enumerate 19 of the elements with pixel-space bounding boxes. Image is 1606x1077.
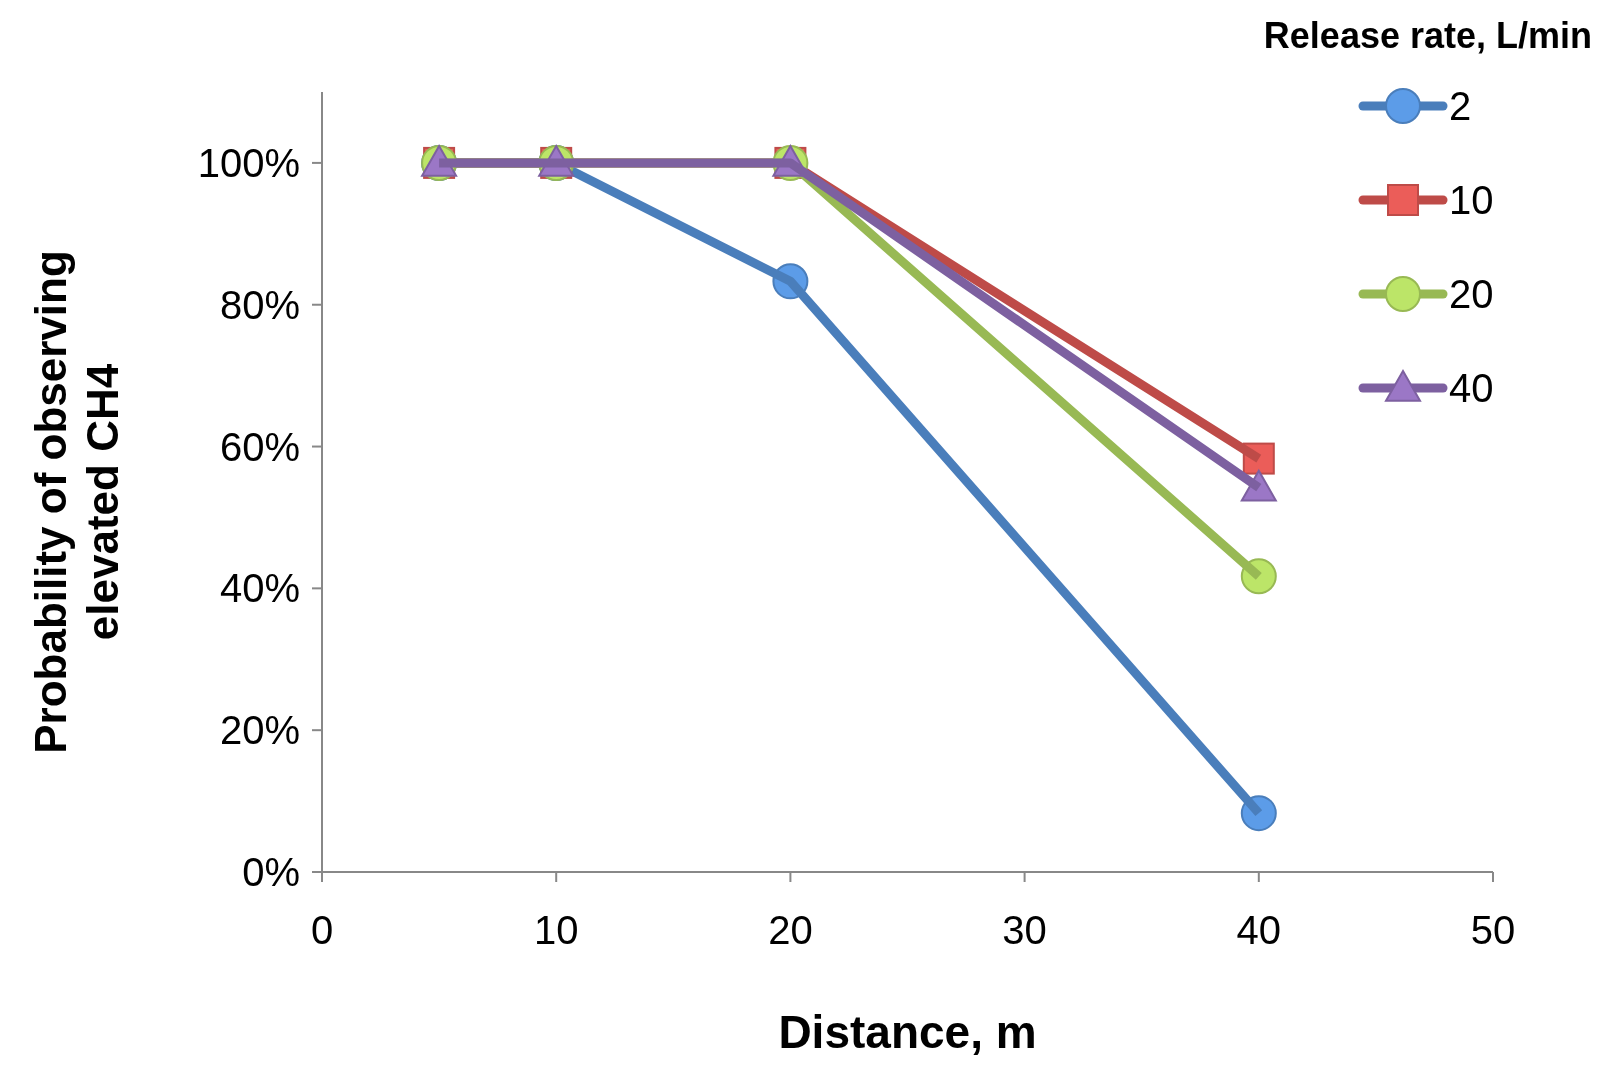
legend-label: 20 <box>1449 272 1494 316</box>
x-tick-label: 30 <box>1002 908 1047 952</box>
legend-label: 40 <box>1449 366 1494 410</box>
y-tick-label: 80% <box>219 282 300 327</box>
legend-title: Release rate, L/min <box>1263 15 1592 56</box>
legend-label: 10 <box>1449 178 1494 222</box>
x-tick-label: 20 <box>768 908 813 952</box>
x-tick-label: 0 <box>310 908 334 952</box>
legend-label: 2 <box>1449 84 1472 128</box>
y-tick-label: 40% <box>219 566 300 611</box>
x-axis-title: Distance, m <box>778 1006 1037 1058</box>
y-tick-label: 60% <box>219 424 300 469</box>
y-tick-label: 0% <box>242 850 300 894</box>
x-tick-label: 40 <box>1236 908 1282 952</box>
y-tick-label: 20% <box>219 708 300 753</box>
x-tick-label: 10 <box>533 908 579 952</box>
y-tick-label: 100% <box>197 140 300 185</box>
y-axis-title: Probability of observing elevated CH4 <box>26 250 127 754</box>
x-tick-label: 50 <box>1470 908 1516 952</box>
